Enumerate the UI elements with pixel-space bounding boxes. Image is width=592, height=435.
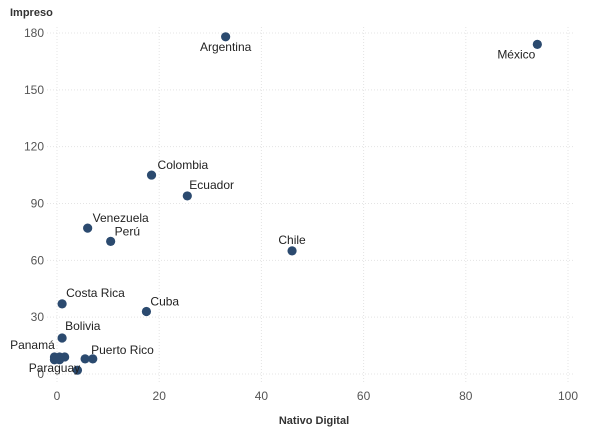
data-point — [287, 246, 297, 256]
y-tick-label: 90 — [31, 197, 45, 211]
gridlines — [47, 27, 574, 384]
x-tick-label: 0 — [54, 389, 61, 403]
x-tick-label: 80 — [459, 389, 473, 403]
data-point — [221, 32, 231, 42]
point-label: Venezuela — [93, 211, 149, 225]
data-point — [88, 354, 98, 364]
point-label: Puerto Rico — [91, 343, 154, 357]
y-tick-label: 0 — [37, 367, 44, 381]
data-point — [54, 355, 65, 365]
data-point — [532, 39, 542, 49]
point-label: Panamá — [10, 338, 55, 352]
y-tick-label: 150 — [24, 83, 44, 97]
point-label: Colombia — [158, 158, 209, 172]
point-label: Perú — [115, 224, 140, 238]
data-point — [182, 191, 192, 201]
point-label: Chile — [278, 233, 306, 247]
data-points — [49, 32, 542, 375]
x-axis-title: Nativo Digital — [279, 415, 349, 427]
data-point — [72, 365, 83, 375]
y-tick-label: 30 — [31, 310, 45, 324]
data-point — [57, 333, 67, 343]
y-tick-label: 60 — [31, 253, 45, 267]
x-tick-label: 40 — [255, 389, 269, 403]
point-label: Costa Rica — [66, 286, 125, 300]
data-point — [83, 223, 93, 233]
data-point — [146, 170, 157, 180]
point-label: Cuba — [150, 294, 179, 308]
point-label: Argentina — [200, 40, 252, 54]
data-point — [106, 236, 116, 246]
point-label: Paraguay — [29, 361, 80, 375]
point-label: Bolivia — [65, 319, 101, 333]
y-axis-title: Impreso — [10, 7, 53, 19]
data-point — [141, 306, 152, 317]
x-tick-label: 100 — [558, 389, 578, 403]
data-point — [57, 299, 67, 309]
y-tick-label: 120 — [24, 140, 44, 154]
point-labels: ArgentinaMéxicoColombiaEcuadorVenezuelaP… — [10, 40, 536, 375]
point-label: Ecuador — [189, 178, 234, 192]
data-point — [80, 354, 90, 364]
tick-labels: 0 30 60 90 120 150 180 0 20 40 60 80 100 — [24, 26, 578, 403]
point-label: México — [497, 47, 535, 61]
x-tick-label: 20 — [153, 389, 167, 403]
y-tick-label: 180 — [24, 26, 44, 40]
x-tick-label: 60 — [357, 389, 371, 403]
